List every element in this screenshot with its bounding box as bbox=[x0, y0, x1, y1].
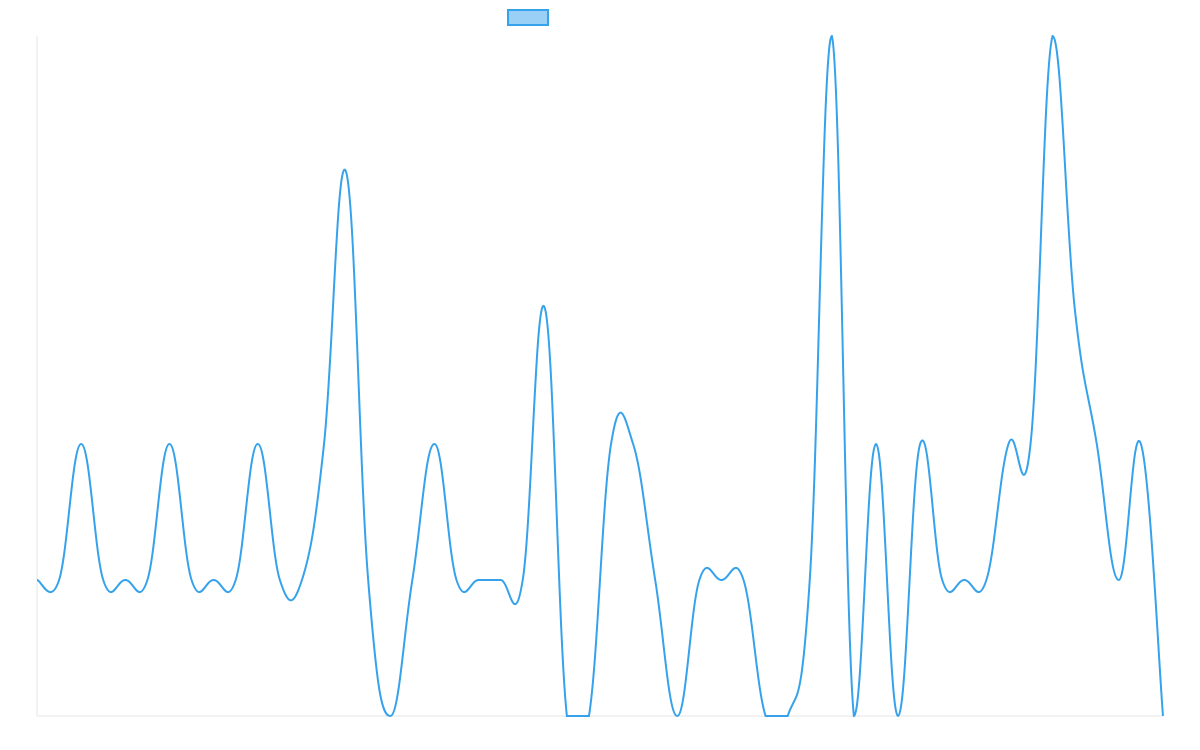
legend-swatch bbox=[507, 9, 549, 26]
line-series bbox=[36, 34, 1164, 718]
